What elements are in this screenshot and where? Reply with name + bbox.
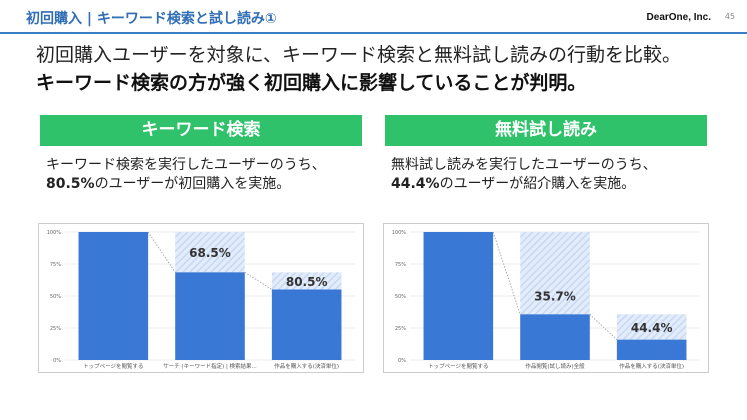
y-tick-label: 50%	[395, 294, 406, 300]
conversion-label: 80.5%	[286, 275, 328, 289]
previous-step-bar	[520, 232, 590, 315]
description-trial: 無料試し読みを実行したユーザーのうち、 44.4%のユーザーが紹介購入を実施。	[391, 156, 657, 194]
y-tick-label: 100%	[47, 230, 62, 236]
desc-line: キーワード検索を実行したユーザーのうち、	[46, 157, 326, 173]
slide-title: 初回購入 | キーワード検索と試し読み①	[26, 11, 277, 27]
y-tick-label: 0%	[398, 358, 406, 364]
funnel-chart-trial: 0% 25% 50% 75% 100% トップページを閲覧する 35.7% 作品閲覧(試し読み…	[383, 223, 709, 373]
desc-line: 無料試し読みを実行したユーザーのうち、	[391, 157, 657, 173]
y-tick-label: 50%	[50, 294, 61, 300]
bar	[520, 314, 590, 360]
y-tick-label: 75%	[50, 262, 61, 268]
y-tick-label: 25%	[395, 326, 406, 332]
connector-line	[492, 231, 521, 315]
funnel-chart-keyword: 0% 25% 50% 75% 100% トップページを閲覧する 68.5% サーチ (キーワー…	[38, 223, 364, 373]
conversion-label: 68.5%	[189, 246, 231, 260]
desc-rest: のユーザーが紹介購入を実施。	[439, 176, 636, 192]
connector-line	[244, 271, 273, 290]
previous-step-bar	[616, 314, 687, 340]
x-tick-label: 作品を購入する(決済単位)	[619, 362, 684, 370]
page-number: 45	[724, 12, 735, 21]
x-tick-label: 作品を購入する(決済単位)	[274, 362, 339, 370]
description-keyword: キーワード検索を実行したユーザーのうち、 80.5%のユーザーが初回購入を実施。	[46, 156, 326, 194]
previous-step-bar	[271, 272, 342, 290]
conversion-label: 35.7%	[534, 289, 576, 303]
bar	[78, 232, 149, 360]
conversion-label: 44.4%	[631, 321, 673, 335]
y-tick-label: 0%	[53, 358, 61, 364]
summary-line-1: 初回購入ユーザーを対象に、キーワード検索と無料試し読みの行動を比較。	[36, 44, 682, 66]
desc-value: 44.4%	[391, 176, 440, 192]
desc-value: 80.5%	[46, 176, 95, 192]
connector-line	[589, 314, 618, 340]
banner-keyword-search: キーワード検索	[40, 115, 362, 146]
bar	[423, 232, 494, 360]
bar	[271, 289, 342, 360]
y-tick-label: 100%	[392, 230, 407, 236]
bar	[175, 272, 245, 360]
y-tick-label: 75%	[395, 262, 406, 268]
x-tick-label: トップページを閲覧する	[83, 362, 143, 370]
header-divider	[0, 32, 747, 34]
brand-logo: DearOne, Inc.	[646, 12, 711, 23]
x-tick-label: サーチ (キーワード指定) | 検索結果...	[163, 362, 257, 370]
y-tick-label: 25%	[50, 326, 61, 332]
desc-rest: のユーザーが初回購入を実施。	[94, 176, 291, 192]
summary-line-2: キーワード検索の方が強く初回購入に影響していることが判明。	[36, 72, 587, 94]
x-tick-label: トップページを閲覧する	[428, 362, 488, 370]
x-tick-label: 作品閲覧(試し読み)全般	[525, 362, 585, 370]
banner-free-trial: 無料試し読み	[385, 115, 707, 146]
previous-step-bar	[175, 232, 245, 273]
connector-line	[147, 231, 176, 273]
bar	[616, 339, 687, 360]
